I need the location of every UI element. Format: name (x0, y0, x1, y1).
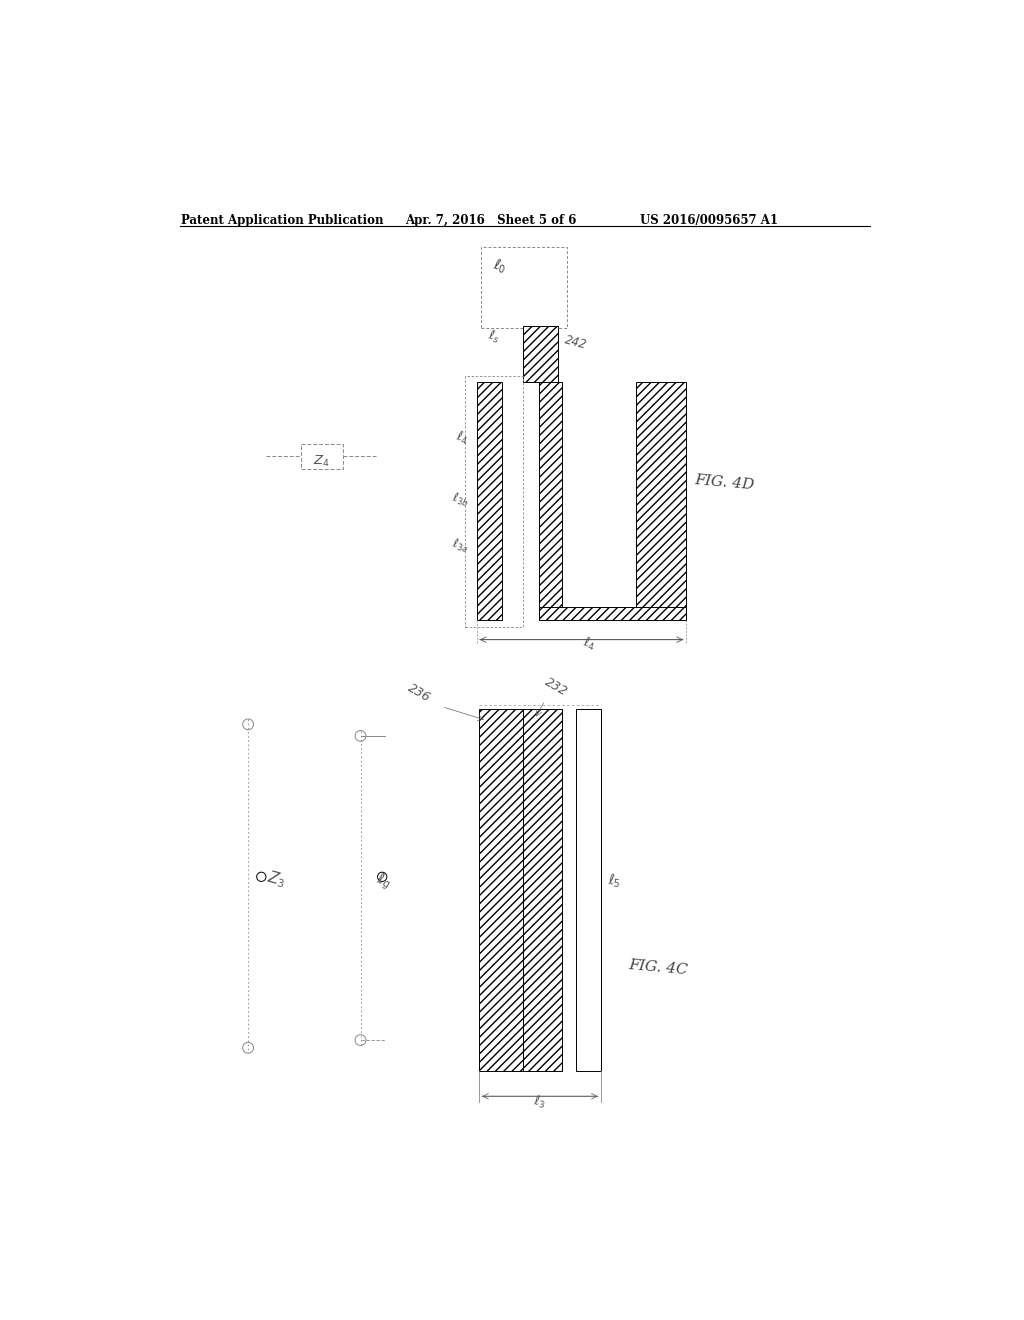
Text: Apr. 7, 2016   Sheet 5 of 6: Apr. 7, 2016 Sheet 5 of 6 (406, 214, 577, 227)
Bar (523, 326, 558, 381)
Bar (523, 709, 562, 1071)
Text: Patent Application Publication: Patent Application Publication (180, 214, 383, 227)
Bar (539, 381, 562, 620)
Text: 236: 236 (406, 681, 433, 705)
Text: $\ell_4$: $\ell_4$ (454, 429, 470, 447)
Text: $\ell_3$: $\ell_3$ (532, 1093, 547, 1111)
Bar (479, 709, 523, 1071)
Text: US 2016/0095657 A1: US 2016/0095657 A1 (640, 214, 777, 227)
Bar (636, 381, 686, 620)
Text: $\ell_s$: $\ell_s$ (486, 327, 502, 346)
Text: $\ell_4$: $\ell_4$ (581, 634, 597, 653)
Text: FIG. 4C: FIG. 4C (628, 958, 688, 978)
Bar (480, 247, 567, 327)
Bar (301, 444, 343, 469)
Text: 242: 242 (563, 333, 589, 351)
Text: $\ell_0$: $\ell_0$ (492, 256, 509, 277)
Text: $\ell_g$: $\ell_g$ (375, 870, 394, 892)
Text: FIG. 4D: FIG. 4D (693, 474, 755, 492)
Text: $\ell_5$: $\ell_5$ (607, 873, 622, 891)
Text: 232: 232 (543, 676, 570, 698)
Text: $Z_4$: $Z_4$ (313, 454, 330, 469)
Bar (539, 607, 686, 620)
Bar (477, 381, 502, 620)
Text: $Z_3$: $Z_3$ (265, 867, 288, 891)
Text: $\ell_{3a}$: $\ell_{3a}$ (450, 536, 470, 556)
Text: $\ell_{3b}$: $\ell_{3b}$ (450, 490, 470, 510)
Bar (465, 376, 523, 627)
Bar (575, 709, 601, 1071)
